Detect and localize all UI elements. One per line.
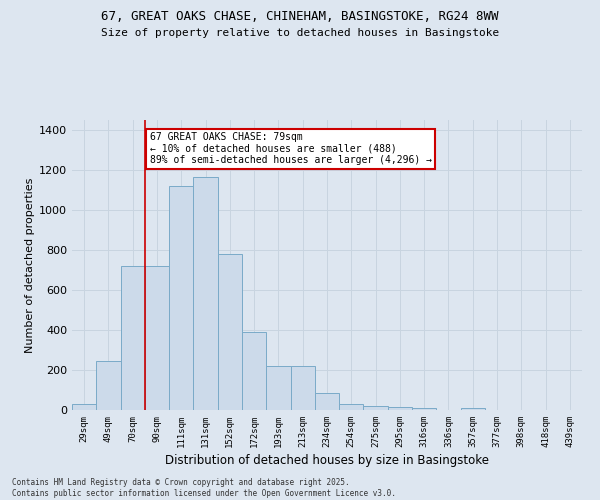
Bar [145,266,169,410]
Bar [364,406,388,410]
Bar [193,177,218,410]
Text: Contains HM Land Registry data © Crown copyright and database right 2025.
Contai: Contains HM Land Registry data © Crown c… [12,478,396,498]
Text: 67 GREAT OAKS CHASE: 79sqm
← 10% of detached houses are smaller (488)
89% of sem: 67 GREAT OAKS CHASE: 79sqm ← 10% of deta… [150,132,432,165]
Bar [218,254,242,410]
Bar [461,408,485,410]
Text: 67, GREAT OAKS CHASE, CHINEHAM, BASINGSTOKE, RG24 8WW: 67, GREAT OAKS CHASE, CHINEHAM, BASINGST… [101,10,499,23]
Bar [242,332,266,410]
Bar [388,407,412,410]
Bar [96,361,121,410]
Bar [315,393,339,410]
X-axis label: Distribution of detached houses by size in Basingstoke: Distribution of detached houses by size … [165,454,489,467]
Bar [339,404,364,410]
Bar [266,366,290,410]
Y-axis label: Number of detached properties: Number of detached properties [25,178,35,352]
Bar [121,266,145,410]
Bar [290,366,315,410]
Bar [169,186,193,410]
Text: Size of property relative to detached houses in Basingstoke: Size of property relative to detached ho… [101,28,499,38]
Bar [412,408,436,410]
Bar [72,404,96,410]
